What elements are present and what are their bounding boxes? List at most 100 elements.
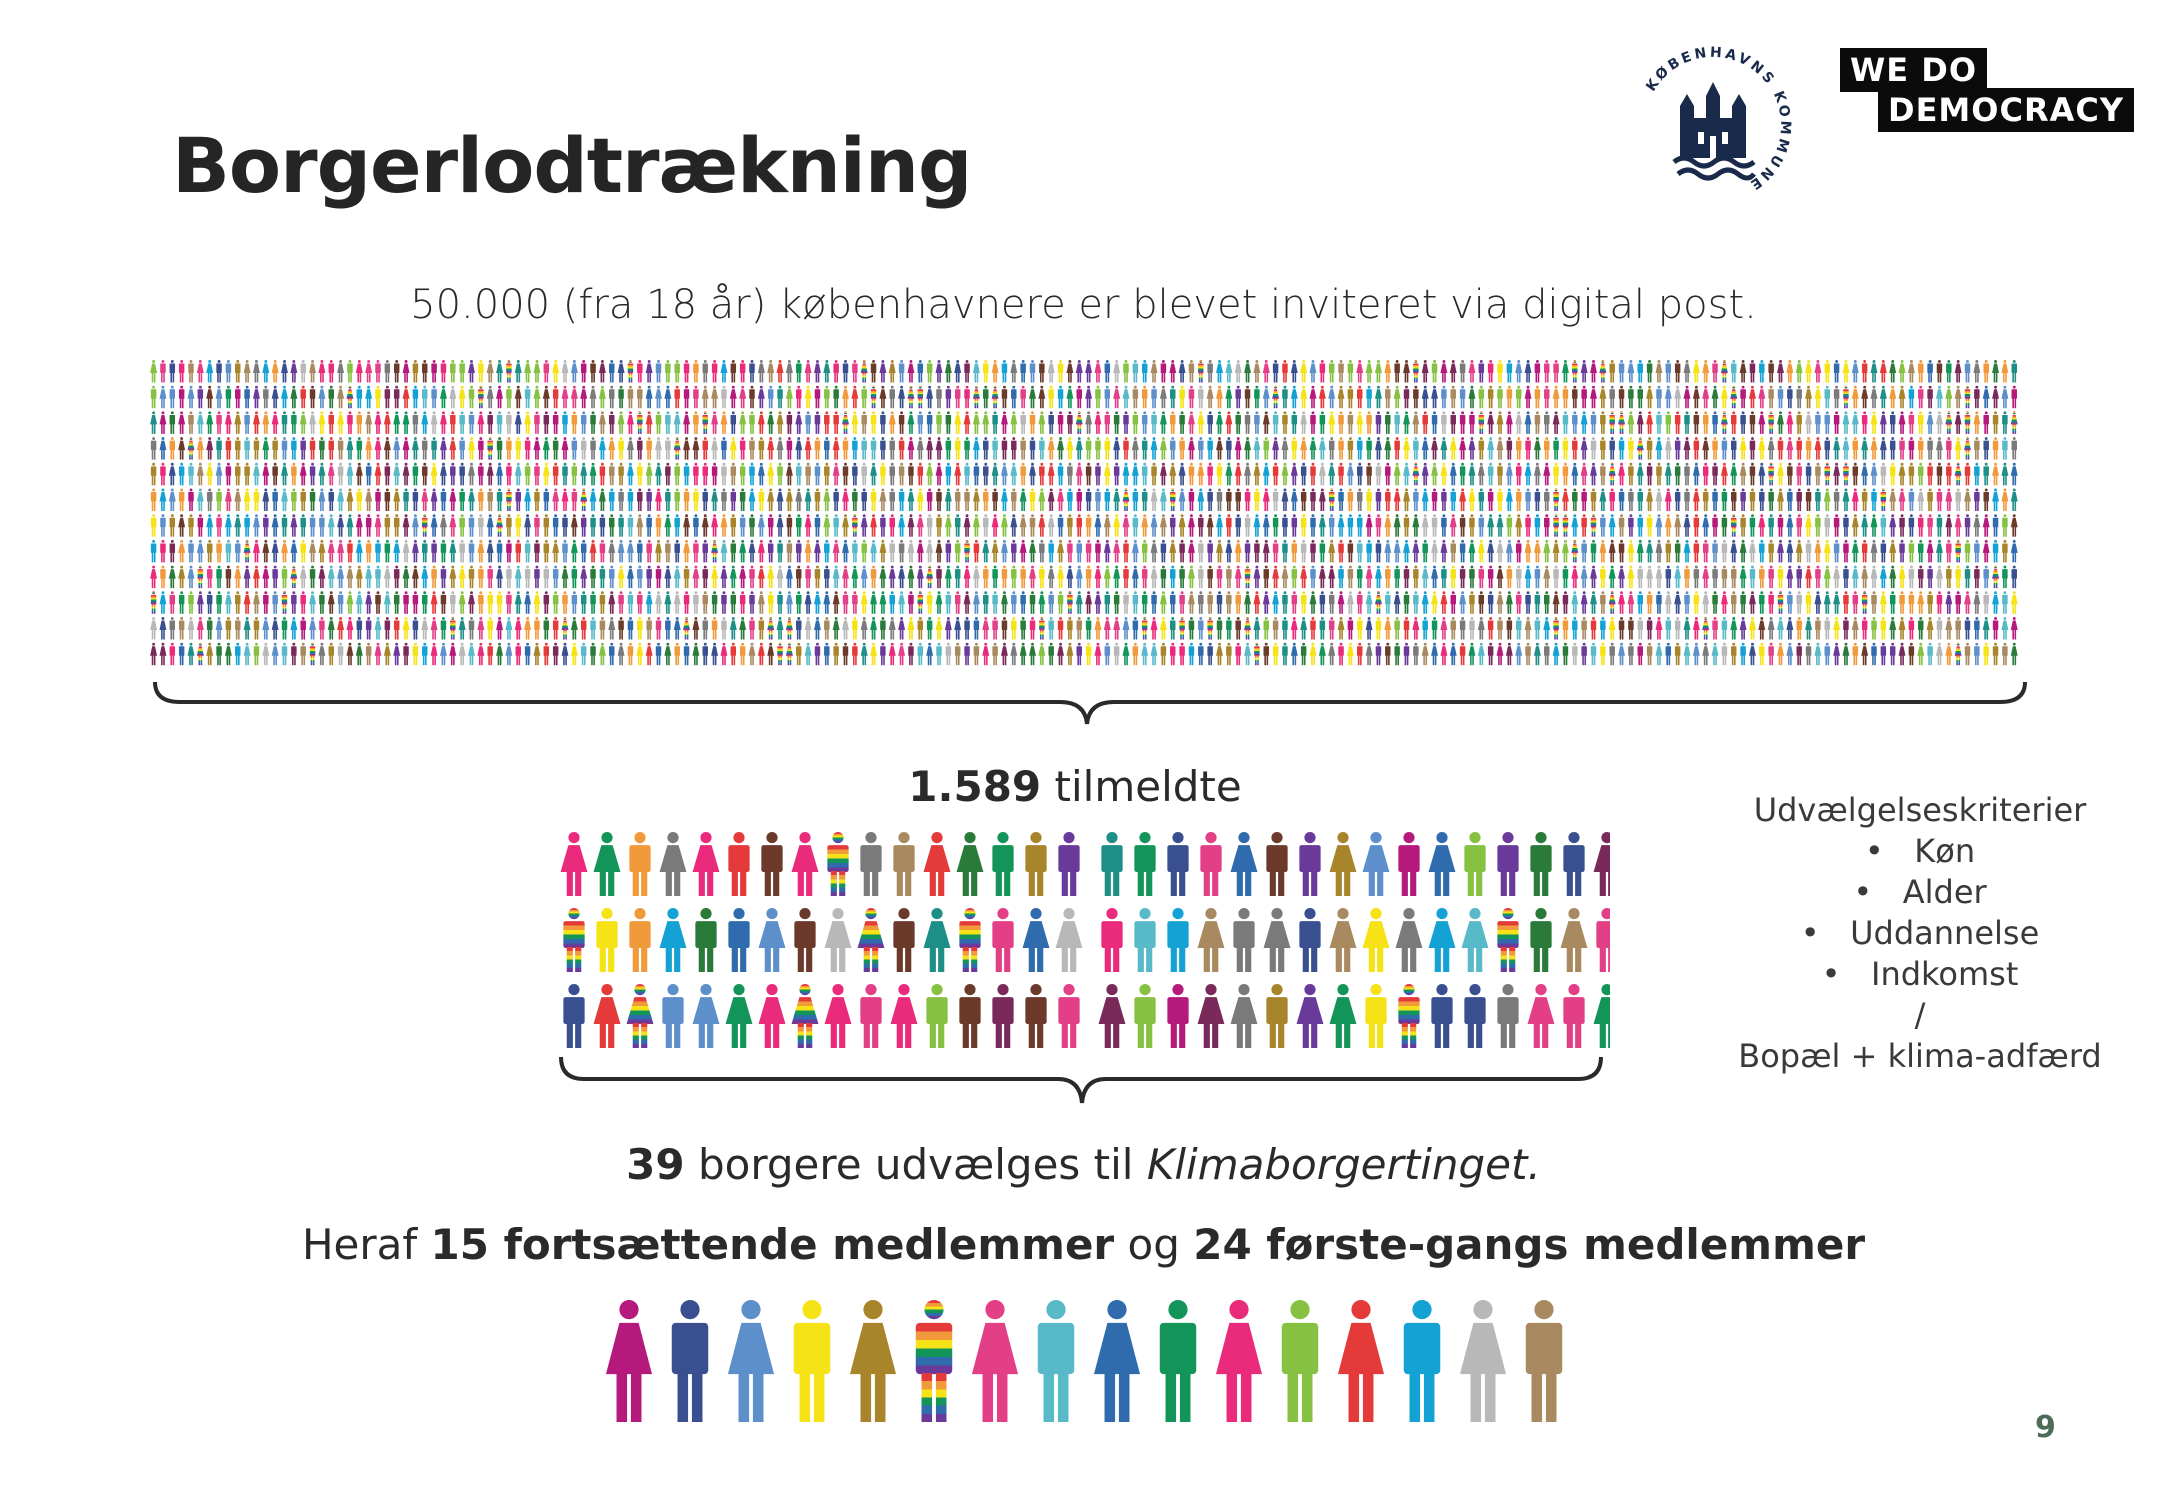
person-icon	[1094, 591, 1102, 614]
person-icon	[1300, 360, 1308, 383]
person-icon	[1946, 462, 1952, 486]
person-icon	[290, 539, 298, 563]
person-icon	[225, 385, 232, 409]
person-icon	[1581, 617, 1587, 640]
person-icon	[1665, 360, 1672, 383]
person-icon	[1533, 642, 1541, 666]
person-icon	[1496, 437, 1504, 460]
person-icon	[346, 617, 354, 640]
person-icon	[188, 514, 194, 537]
person-icon	[860, 565, 868, 589]
person-icon	[159, 385, 167, 409]
person-icon	[290, 617, 298, 640]
person-icon	[1497, 908, 1519, 972]
person-icon	[430, 462, 438, 486]
person-icon	[860, 514, 868, 537]
invited-brace	[153, 681, 2027, 725]
person-icon	[421, 411, 429, 434]
person-icon	[1058, 832, 1080, 896]
person-icon	[1767, 617, 1775, 640]
person-icon	[767, 642, 775, 666]
selected-text: 39 borgere udvælges til Klimaborgertinge…	[626, 1140, 1541, 1189]
person-icon	[954, 591, 961, 614]
person-icon	[1412, 411, 1420, 434]
person-icon	[636, 642, 644, 666]
person-icon	[1300, 462, 1307, 486]
person-icon	[1815, 411, 1821, 434]
person-icon	[449, 488, 457, 511]
person-icon	[1908, 488, 1915, 511]
person-icon	[196, 591, 204, 614]
person-icon	[730, 539, 737, 563]
person-icon	[805, 411, 811, 434]
person-icon	[1094, 642, 1102, 666]
person-icon	[169, 360, 176, 383]
person-icon	[178, 488, 185, 511]
person-icon	[281, 539, 288, 563]
person-icon	[1337, 617, 1345, 640]
person-icon	[1506, 514, 1513, 537]
person-icon	[1487, 411, 1495, 434]
person-icon	[1824, 642, 1830, 666]
person-icon	[1244, 565, 1251, 589]
person-icon	[1562, 385, 1569, 409]
person-icon	[562, 591, 568, 614]
person-icon	[1628, 437, 1634, 460]
person-icon	[674, 488, 680, 511]
person-icon	[1851, 565, 1859, 589]
person-icon	[235, 385, 241, 409]
person-icon	[898, 411, 905, 434]
person-icon	[805, 462, 811, 486]
person-icon	[1123, 411, 1129, 434]
person-icon	[609, 462, 615, 486]
person-icon	[1842, 360, 1850, 383]
person-icon	[178, 411, 186, 434]
person-icon	[1562, 617, 1569, 640]
person-icon	[1665, 642, 1672, 666]
person-icon	[506, 360, 512, 383]
person-icon	[235, 462, 241, 486]
person-icon	[926, 411, 933, 434]
person-icon	[1935, 385, 1943, 409]
person-icon	[1132, 411, 1139, 434]
person-icon	[1795, 539, 1803, 563]
person-icon	[1141, 437, 1148, 460]
person-icon	[1300, 617, 1308, 640]
person-icon	[1188, 385, 1195, 409]
person-icon	[234, 411, 242, 434]
person-icon	[1992, 539, 1999, 563]
person-icon	[908, 591, 914, 614]
person-icon	[1879, 565, 1887, 589]
person-icon	[562, 462, 568, 486]
person-icon	[898, 565, 906, 589]
person-icon	[1786, 642, 1794, 666]
person-icon	[683, 642, 690, 666]
person-icon	[1964, 488, 1971, 511]
person-icon	[263, 385, 269, 409]
person-icon	[936, 514, 942, 537]
person-icon	[160, 462, 166, 486]
person-icon	[1075, 360, 1083, 383]
person-icon	[478, 488, 484, 511]
person-icon	[478, 591, 484, 614]
person-icon	[1544, 591, 1550, 614]
person-icon	[478, 565, 484, 589]
person-icon	[833, 385, 839, 409]
person-icon	[824, 462, 830, 486]
criteria-item: Indkomst	[1720, 954, 2120, 995]
person-icon	[1039, 360, 1045, 383]
person-icon	[402, 565, 410, 589]
person-icon	[393, 617, 400, 640]
person-icon	[458, 591, 466, 614]
person-icon	[1898, 642, 1906, 666]
person-icon	[337, 385, 345, 409]
person-icon	[1234, 360, 1242, 383]
person-icon	[1300, 539, 1307, 563]
person-icon	[1552, 385, 1560, 409]
person-icon	[1000, 488, 1008, 511]
person-icon	[1992, 617, 1999, 640]
person-icon	[1674, 411, 1681, 434]
person-icon	[870, 462, 878, 486]
person-icon	[580, 642, 587, 666]
person-icon	[1861, 514, 1869, 537]
